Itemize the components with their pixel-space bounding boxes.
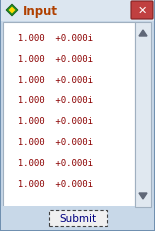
Bar [3,23,135,207]
Text: 1.000  +0.000i: 1.000 +0.000i [7,158,93,167]
Text: 1.000  +0.000i: 1.000 +0.000i [7,137,93,146]
Text: 1.000  +0.000i: 1.000 +0.000i [7,75,93,84]
Text: 1.000  +0.000i: 1.000 +0.000i [7,179,93,188]
Text: Input: Input [23,4,58,17]
Text: Submit: Submit [59,213,96,223]
Polygon shape [6,5,18,17]
Text: 1.000  +0.000i: 1.000 +0.000i [7,117,93,126]
Bar [49,210,106,226]
Text: ✕: ✕ [137,6,147,16]
Bar [135,23,151,207]
Polygon shape [139,193,147,199]
Bar [1,1,154,22]
Text: 1.000  +0.000i: 1.000 +0.000i [7,55,93,64]
Polygon shape [9,7,16,14]
Bar [1,206,154,230]
Text: 1.000  +0.000i: 1.000 +0.000i [7,34,93,43]
Text: 1.000  +0.000i: 1.000 +0.000i [7,96,93,105]
FancyBboxPatch shape [131,2,153,20]
Polygon shape [139,31,147,37]
